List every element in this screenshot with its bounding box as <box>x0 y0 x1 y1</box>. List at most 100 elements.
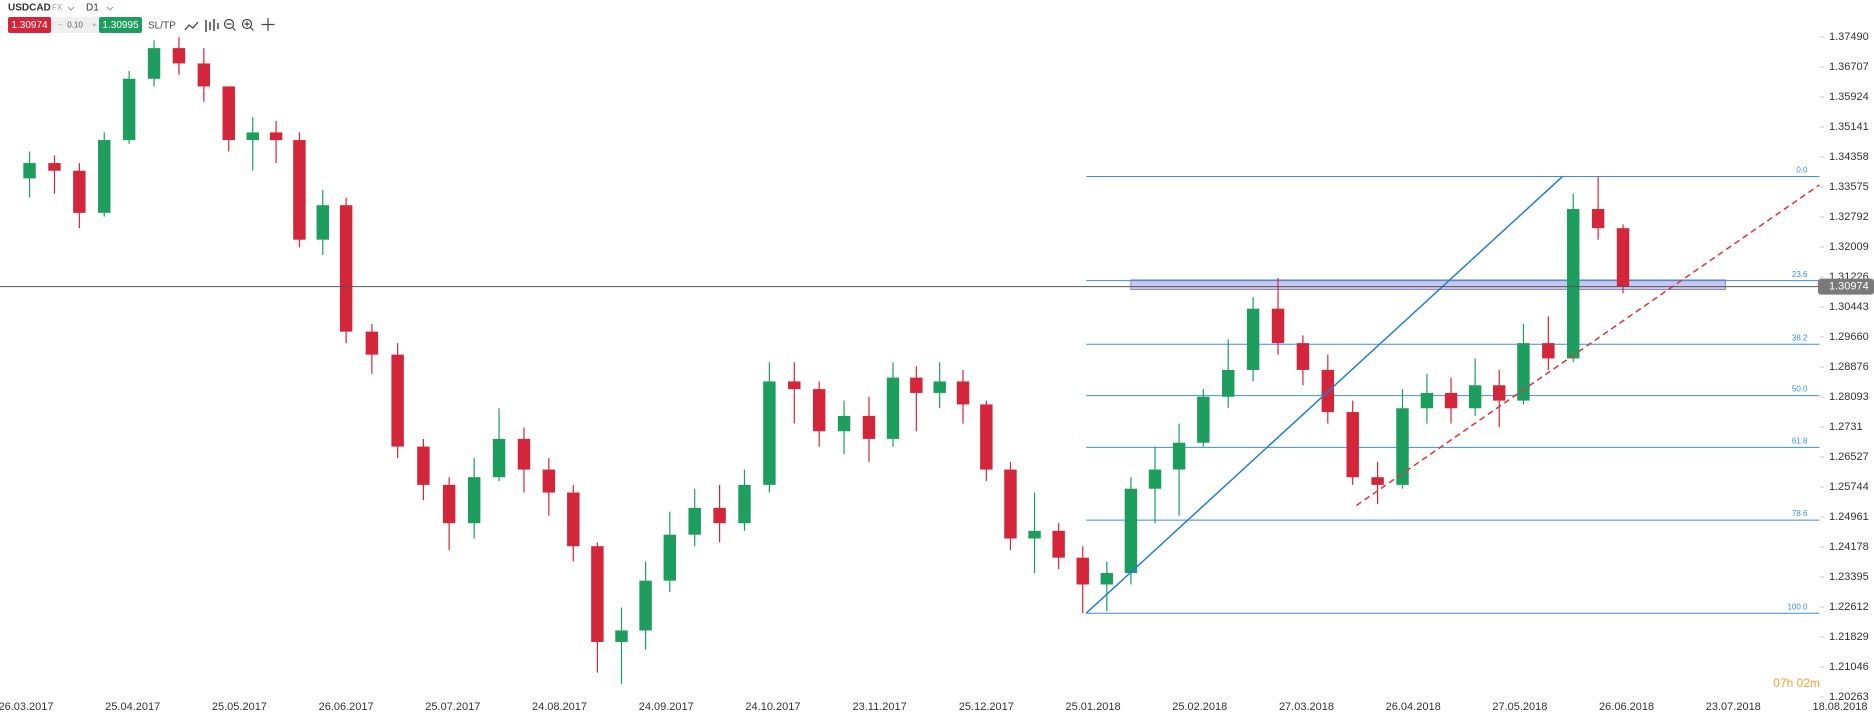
candle-body <box>339 205 353 332</box>
candle-body <box>1296 343 1310 370</box>
candle-body <box>1028 530 1041 539</box>
toolbar: USDCAD FX D1 1.30974 − 0.10 + 1.30995 SL… <box>8 3 275 33</box>
candle-body <box>837 415 851 432</box>
candle-body <box>1124 488 1138 573</box>
volume-box[interactable] <box>51 17 99 33</box>
candle-body <box>1221 369 1235 397</box>
fib-label: 38.2 <box>1792 333 1808 342</box>
candle-body <box>23 163 36 179</box>
plus[interactable]: + <box>92 21 97 30</box>
x-tick-label: 25.12.2017 <box>959 701 1014 713</box>
candle-body <box>1420 392 1434 409</box>
candle-body <box>763 381 776 485</box>
candle-body <box>591 546 604 642</box>
candle-body <box>1493 385 1506 401</box>
candle-body <box>1172 442 1186 470</box>
crosshair-icon[interactable] <box>261 18 275 31</box>
candle-body <box>1052 530 1065 558</box>
candle-body <box>1542 343 1555 359</box>
zoom-out-icon <box>226 23 236 31</box>
buy-button[interactable] <box>99 17 142 33</box>
y-tick-label: 1.35141 <box>1829 121 1869 133</box>
candle-body <box>1148 469 1162 489</box>
candle-body <box>98 140 111 213</box>
x-tick-label: 25.02.2018 <box>1172 701 1227 713</box>
x-tick-label: 24.08.2017 <box>532 701 587 713</box>
candle-body <box>517 438 531 470</box>
candle-body <box>442 484 456 524</box>
x-tick-label: 23.11.2017 <box>853 701 907 713</box>
candle-body <box>738 484 751 524</box>
candle-body <box>1444 392 1458 409</box>
x-tick-label: 27.03.2018 <box>1279 701 1334 713</box>
candle-body <box>1004 469 1017 539</box>
minus[interactable]: − <box>58 21 63 30</box>
y-tick-label: 1.35924 <box>1829 91 1869 103</box>
last-price-label: 1.30974 <box>1829 281 1869 293</box>
candle-body <box>172 48 186 64</box>
candle-body <box>663 534 677 581</box>
y-tick-label: 1.25744 <box>1829 481 1869 493</box>
candle-body <box>567 492 580 547</box>
ask-price[interactable]: 1.30995 <box>102 20 139 31</box>
candle-body <box>956 381 970 405</box>
market: FX <box>52 3 63 12</box>
fib-label: 50.0 <box>1792 385 1808 394</box>
y-tick-label: 1.34358 <box>1829 151 1869 163</box>
timeframe[interactable]: D1 <box>86 3 99 14</box>
zoom-in-icon[interactable] <box>241 18 253 30</box>
candle-body <box>812 389 826 432</box>
y-tick-label: 1.32009 <box>1829 241 1869 253</box>
fib-label: 61.8 <box>1792 436 1808 445</box>
candle-body <box>1271 308 1285 344</box>
trendline <box>1085 175 1564 614</box>
dropdown-icon[interactable] <box>106 6 114 11</box>
sell-button[interactable] <box>8 17 51 33</box>
x-tick-label: 25.01.2018 <box>1066 701 1121 713</box>
candle-body <box>48 163 61 171</box>
line-tool-icon[interactable] <box>184 21 199 31</box>
y-tick-label: 1.24961 <box>1829 511 1869 523</box>
y-tick-label: 1.21829 <box>1829 631 1869 643</box>
candle-body <box>293 140 306 240</box>
candle-body <box>910 377 923 393</box>
candle-body <box>688 507 701 535</box>
candle-body <box>1468 385 1482 409</box>
candle-body <box>365 331 379 355</box>
x-tick-label: 24.10.2017 <box>745 701 800 713</box>
fib-label: 0.0 <box>1796 166 1808 175</box>
bid-price[interactable]: 1.30974 <box>11 20 48 31</box>
candle-body <box>1591 209 1605 229</box>
candle-body <box>933 381 946 393</box>
candle-body <box>542 469 556 493</box>
candle-body <box>1100 572 1114 585</box>
y-tick-label: 1.26527 <box>1829 451 1869 463</box>
candle-body <box>467 477 481 524</box>
y-tick-label: 1.32792 <box>1829 211 1869 223</box>
zoom-out-icon[interactable] <box>223 18 235 30</box>
candle-body <box>269 132 283 141</box>
spread: 0.10 <box>67 21 83 30</box>
candle-body <box>492 438 506 478</box>
dropdown-icon[interactable] <box>67 6 75 11</box>
x-tick-label: 26.06.2017 <box>319 701 374 713</box>
last-price-box <box>1818 278 1874 295</box>
y-tick-label: 1.22612 <box>1829 601 1869 613</box>
x-tick-label: 26.06.2018 <box>1599 701 1654 713</box>
candle-body <box>147 48 161 79</box>
indicator-icon[interactable] <box>205 19 219 32</box>
y-tick-label: 1.37490 <box>1829 31 1869 43</box>
symbol[interactable]: USDCAD <box>8 3 51 14</box>
y-tick-label: 1.29660 <box>1829 331 1869 343</box>
candle-body <box>615 630 628 642</box>
y-tick-label: 1.28876 <box>1829 361 1869 373</box>
candle-body <box>391 354 404 447</box>
trendline <box>1355 184 1820 507</box>
y-tick-label: 1.2731 <box>1829 421 1863 433</box>
sltp[interactable]: SL/TP <box>148 21 176 32</box>
y-tick-label: 1.28093 <box>1829 391 1869 403</box>
candle-body <box>246 132 259 141</box>
x-tick-label: 25.04.2017 <box>105 701 160 713</box>
candle-body <box>1371 477 1384 485</box>
